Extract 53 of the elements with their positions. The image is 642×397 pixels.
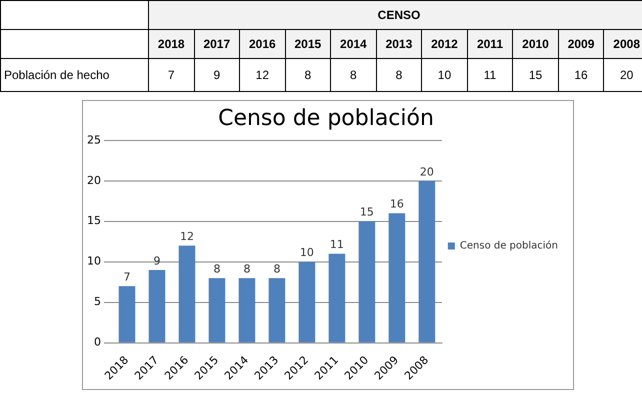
bar: [388, 213, 406, 342]
data-label: 16: [390, 198, 404, 211]
y-tick-label: 10: [86, 254, 101, 268]
x-tick-label: 2018: [148, 30, 194, 58]
data-label: 8: [285, 58, 331, 92]
data-label: 8: [330, 58, 376, 92]
data-label: 7: [123, 270, 130, 284]
y-tick-label: 15: [86, 214, 101, 228]
y-tick-label: 25: [86, 133, 101, 146]
x-tick-label: 2011: [467, 30, 513, 58]
data-label: 20: [420, 165, 434, 178]
data-label: 12: [240, 58, 286, 92]
bar: [358, 221, 376, 342]
x-tick-label: 2017: [194, 30, 240, 58]
data-label: 15: [512, 58, 558, 92]
chart-title: CENSO: [148, 0, 642, 30]
x-tick-label: 2010: [512, 30, 558, 58]
data-label: 10: [300, 246, 314, 260]
data-label: 8: [243, 262, 250, 276]
data-label: 7: [148, 58, 194, 92]
data-label: 12: [180, 230, 194, 244]
data-label: 8: [213, 262, 220, 276]
data-label: 20: [604, 58, 642, 92]
data-label: 11: [467, 58, 513, 92]
bar: [238, 278, 256, 342]
bar: [418, 180, 436, 342]
x-tick-label: 2009: [558, 30, 604, 58]
bar: [208, 278, 226, 342]
data-label: 8: [376, 58, 422, 92]
y-tick-label: 5: [94, 295, 101, 308]
data-label: 9: [194, 58, 240, 92]
data-label: 11: [330, 238, 344, 252]
bar: [298, 262, 316, 342]
bar: [118, 286, 136, 342]
x-tick-label: 2013: [376, 30, 422, 58]
x-tick-label: 2014: [330, 30, 376, 58]
chart-title: Censo de población: [218, 106, 434, 131]
x-tick-label: 2008: [604, 30, 642, 58]
bar: [268, 278, 286, 342]
bar: [178, 246, 196, 342]
x-tick-label: 2015: [285, 30, 331, 58]
y-tick-label: 20: [86, 174, 101, 187]
data-label: 15: [360, 206, 374, 219]
legend-label: Censo de población: [460, 240, 558, 252]
bar: [328, 254, 346, 342]
y-tick-label: 0: [94, 336, 101, 349]
y-tick-label: Población de hecho: [0, 58, 148, 92]
data-label: 16: [558, 58, 604, 92]
x-tick-label: 2016: [240, 30, 286, 58]
data-label: 8: [273, 262, 280, 276]
x-tick-label: 2012: [422, 30, 468, 58]
bar: [148, 270, 166, 342]
data-label: 10: [422, 58, 468, 92]
